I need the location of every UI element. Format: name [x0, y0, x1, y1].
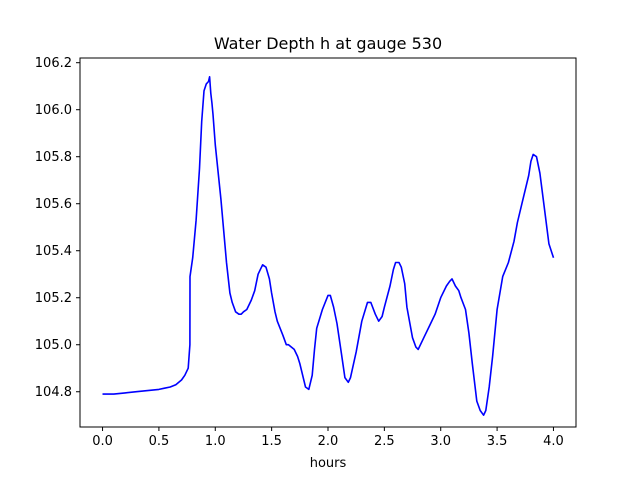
series-line-0 [102, 76, 555, 417]
plot-area [102, 76, 555, 417]
y-tick-label: 104.8 [35, 385, 72, 400]
y-tick-label: 105.0 [35, 338, 72, 353]
axes-frame [79, 57, 577, 428]
x-axis-label: hours [310, 456, 347, 471]
x-tick-label: 0.5 [149, 434, 170, 449]
x-axis: 0.0 0.5 1.0 1.5 2.0 2.5 3.0 3.5 4.0 [92, 427, 564, 449]
x-tick-label: 1.0 [205, 434, 226, 449]
x-tick-label: 3.5 [487, 434, 508, 449]
y-tick-label: 105.8 [35, 150, 72, 165]
x-tick-label: 2.5 [374, 434, 395, 449]
x-tick-label: 0.0 [92, 434, 113, 449]
x-tick-label: 3.0 [430, 434, 451, 449]
y-tick-label: 105.2 [35, 291, 72, 306]
y-axis: 104.8 105.0 105.2 105.4 105.6 105.8 106.0 106.2 [35, 56, 80, 400]
y-tick-label: 105.6 [35, 197, 72, 212]
chart-title: Water Depth h at gauge 530 [214, 34, 442, 53]
y-tick-label: 106.0 [35, 103, 72, 118]
x-tick-label: 2.0 [318, 434, 339, 449]
y-tick-label: 105.4 [35, 244, 72, 259]
x-tick-label: 1.5 [261, 434, 282, 449]
y-tick-label: 106.2 [35, 56, 72, 71]
x-tick-label: 4.0 [543, 434, 564, 449]
